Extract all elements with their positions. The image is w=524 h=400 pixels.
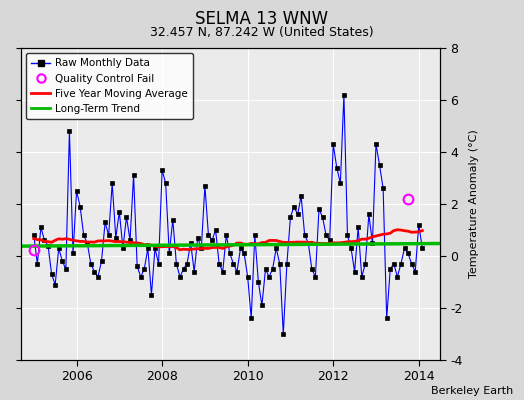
Raw Monthly Data <box>30 233 37 238</box>
Text: Berkeley Earth: Berkeley Earth <box>431 386 514 396</box>
Y-axis label: Temperature Anomaly (°C): Temperature Anomaly (°C) <box>468 130 478 278</box>
Raw Monthly Data <box>280 332 287 336</box>
Five Year Moving Average <box>145 242 151 247</box>
Line: Raw Monthly Data: Raw Monthly Data <box>32 93 424 336</box>
Raw Monthly Data <box>209 238 215 243</box>
Five Year Moving Average <box>309 240 315 245</box>
Text: 32.457 N, 87.242 W (United States): 32.457 N, 87.242 W (United States) <box>150 26 374 39</box>
Five Year Moving Average <box>416 229 422 234</box>
Text: SELMA 13 WNW: SELMA 13 WNW <box>195 10 329 28</box>
Raw Monthly Data <box>341 92 347 97</box>
Five Year Moving Average <box>394 227 400 232</box>
Raw Monthly Data <box>419 246 425 250</box>
Legend: Raw Monthly Data, Quality Control Fail, Five Year Moving Average, Long-Term Tren: Raw Monthly Data, Quality Control Fail, … <box>26 53 193 119</box>
Raw Monthly Data <box>220 269 226 274</box>
Raw Monthly Data <box>401 246 408 250</box>
Raw Monthly Data <box>145 246 151 250</box>
Raw Monthly Data <box>416 222 422 227</box>
Five Year Moving Average <box>212 245 219 250</box>
Five Year Moving Average <box>177 247 183 252</box>
Five Year Moving Average <box>419 228 425 233</box>
Raw Monthly Data <box>309 266 315 271</box>
Five Year Moving Average <box>30 236 37 241</box>
Line: Five Year Moving Average: Five Year Moving Average <box>34 230 422 250</box>
Five Year Moving Average <box>401 228 408 233</box>
Five Year Moving Average <box>223 244 230 249</box>
